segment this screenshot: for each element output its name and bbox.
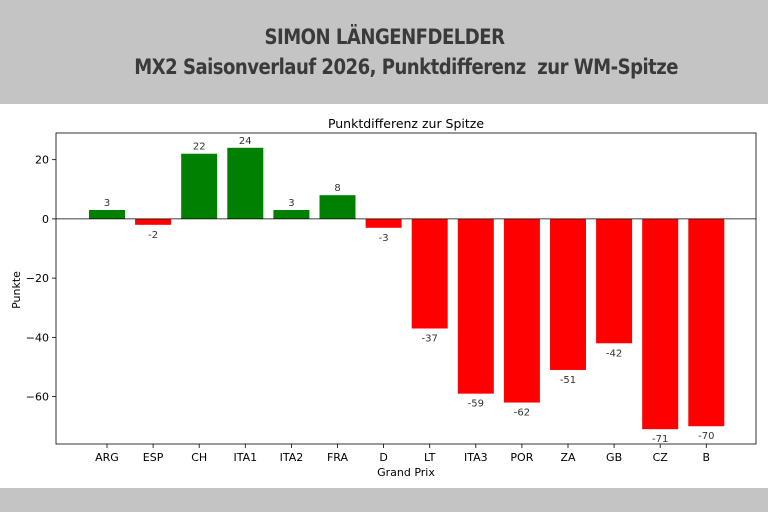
bar-d: [365, 218, 402, 228]
bar-lt: [411, 218, 448, 329]
data-label: -62: [514, 408, 530, 419]
data-label: -71: [652, 434, 668, 445]
x-tick-label: B: [703, 451, 711, 464]
data-label: -51: [560, 375, 576, 386]
data-label: 3: [288, 198, 294, 209]
bars: 3 -2 22 24 3 8 -3 -37 -59 -62 -51 -42 -71 -70: [89, 136, 725, 445]
bar-ita2: [273, 210, 310, 219]
bar-arg: [89, 210, 125, 219]
x-tick-label: CZ: [653, 451, 669, 464]
x-tick-label: D: [379, 451, 387, 464]
data-label: -70: [698, 431, 714, 442]
x-axis-label: Grand Prix: [377, 466, 435, 479]
data-label: 24: [239, 136, 252, 147]
data-label: -2: [148, 230, 158, 241]
data-label: -59: [468, 399, 484, 410]
header-subtitle: MX2 Saisonverlauf 2026, Punktdifferenz z…: [134, 55, 678, 79]
bar-fra: [319, 195, 356, 219]
data-label: -3: [379, 233, 389, 244]
bar-ita3: [457, 218, 494, 394]
plot-frame: [55, 132, 757, 445]
y-axis-label: Punkte: [10, 271, 23, 309]
data-label: -37: [422, 333, 438, 344]
bar-cz: [642, 218, 679, 430]
y-ticks: 20 0 −20 −40 −60: [26, 154, 56, 404]
x-tick-label: ITA1: [233, 451, 257, 464]
y-tick-label: −60: [26, 391, 49, 404]
x-tick-label: ARG: [95, 451, 119, 464]
x-tick-label: FRA: [327, 451, 349, 464]
bar-b: [688, 218, 725, 427]
data-label: -42: [606, 348, 622, 359]
bar-ita1: [227, 147, 264, 219]
x-tick-label: GB: [606, 451, 622, 464]
x-tick-label: LT: [424, 451, 436, 464]
data-label: 22: [193, 142, 206, 153]
x-tick-label: ITA2: [280, 451, 304, 464]
x-tick-label: CH: [191, 451, 207, 464]
x-tick-label: POR: [510, 451, 533, 464]
bar-gb: [596, 218, 633, 344]
chart-title: Punktdifferenz zur Spitze: [328, 116, 484, 131]
data-label: 8: [334, 183, 340, 194]
x-ticks: ARG ESP CH ITA1 ITA2 FRA D LT ITA3 POR ZA GB CZ B: [95, 444, 710, 464]
y-tick-label: −40: [26, 331, 49, 344]
footer-banner: [0, 488, 768, 512]
x-tick-label: ITA3: [464, 451, 488, 464]
y-tick-label: 20: [35, 154, 49, 167]
header-title: SIMON LÄNGENFDELDER: [264, 25, 504, 49]
bar-ch: [181, 153, 218, 219]
y-tick-label: 0: [42, 213, 49, 226]
x-tick-label: ESP: [143, 451, 164, 464]
header-banner: SIMON LÄNGENFDELDER MX2 Saisonverlauf 20…: [0, 0, 768, 104]
y-tick-label: −20: [26, 272, 49, 285]
bar-za: [550, 218, 586, 370]
bar-chart: Punktdifferenz zur Spitze 20 0 −20 −40 −60 3…: [10, 116, 757, 479]
data-label: 3: [104, 198, 110, 209]
x-tick-label: ZA: [560, 451, 576, 464]
bar-esp: [135, 218, 172, 225]
bar-por: [503, 218, 540, 403]
